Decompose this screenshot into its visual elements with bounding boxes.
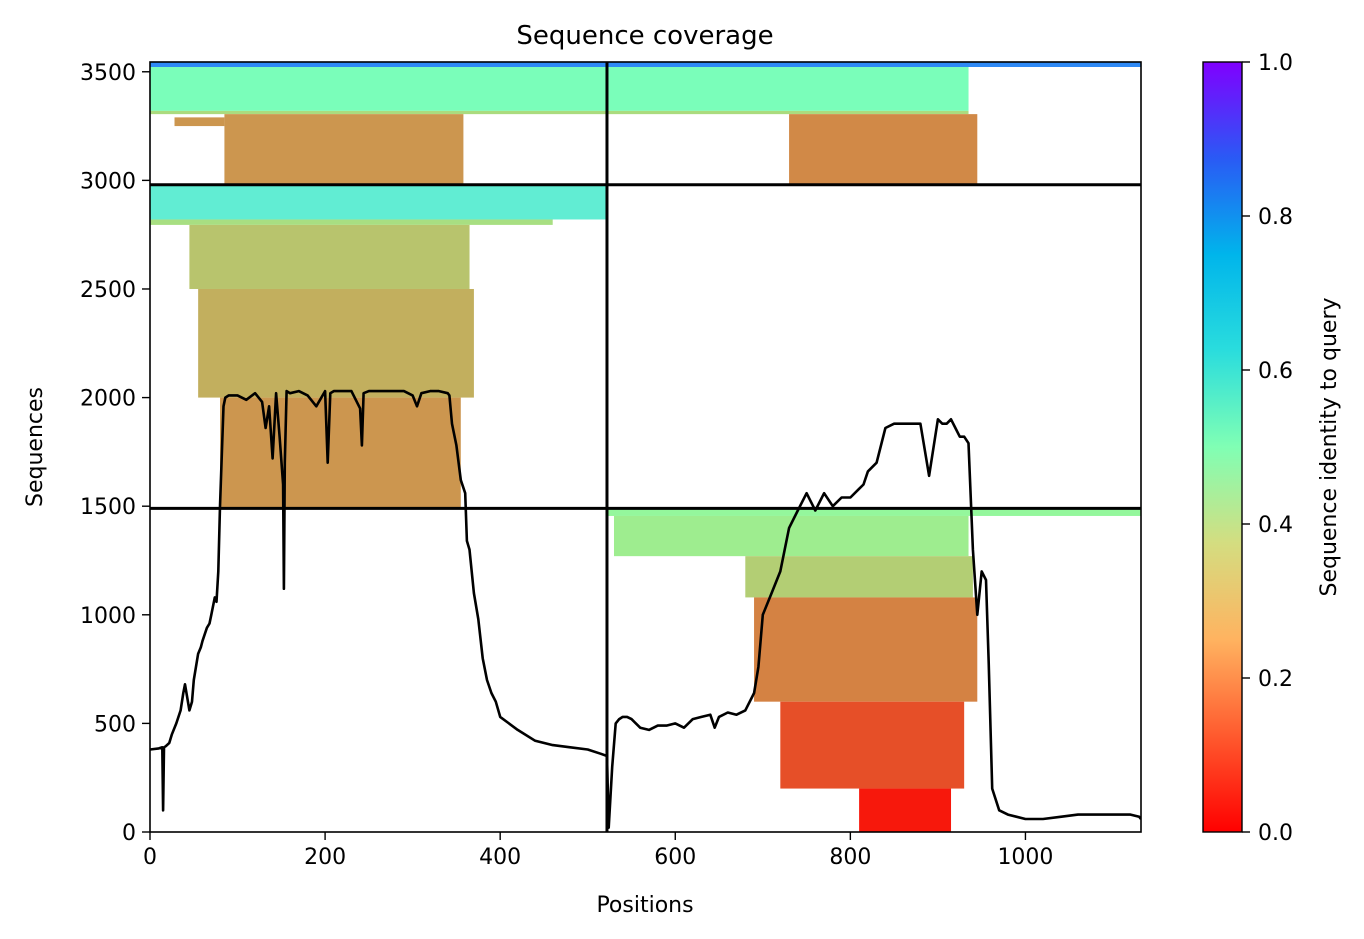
x-tick-label: 200 <box>304 845 346 870</box>
coverage-band <box>150 66 607 111</box>
y-tick-label: 3500 <box>80 61 136 86</box>
y-tick-label: 0 <box>122 821 136 846</box>
coverage-band <box>859 788 952 832</box>
colorbar-tick-label: 0.6 <box>1258 359 1293 384</box>
coverage-band <box>224 114 464 185</box>
coverage-blocks <box>150 62 1141 832</box>
y-tick-label: 2500 <box>80 278 136 303</box>
x-axis-ticks: 0 200 400 600 800 1000 <box>143 832 1053 870</box>
colorbar-tick-label: 1.0 <box>1258 51 1293 76</box>
coverage-line-layer <box>150 389 1141 830</box>
colorbar-ticks: 0.0 0.2 0.4 0.6 0.8 1.0 <box>1242 51 1293 846</box>
colorbar-tick-label: 0.0 <box>1258 821 1293 846</box>
plot-frame <box>149 61 1142 833</box>
x-tick-label: 400 <box>479 845 521 870</box>
coverage-band <box>150 110 607 115</box>
y-tick-label: 500 <box>94 712 136 737</box>
coverage-band <box>606 62 1141 67</box>
chart-title: Sequence coverage <box>516 21 773 51</box>
colorbar-tick-label: 0.4 <box>1258 513 1293 538</box>
coverage-line <box>150 389 1141 830</box>
coverage-band <box>606 110 969 115</box>
coverage-band <box>220 397 461 509</box>
x-tick-label: 0 <box>143 845 157 870</box>
coverage-band <box>189 224 470 289</box>
x-tick-label: 1000 <box>997 845 1053 870</box>
colorbar-label: Sequence identity to query <box>1317 297 1342 596</box>
y-tick-label: 2000 <box>80 387 136 412</box>
x-axis-label: Positions <box>596 893 693 918</box>
coverage-band <box>606 508 1141 516</box>
block-dividers <box>150 62 1141 832</box>
y-tick-label: 1500 <box>80 495 136 520</box>
x-tick-label: 800 <box>829 845 871 870</box>
colorbar-tick-label: 0.2 <box>1258 667 1293 692</box>
plot-area <box>150 62 1141 832</box>
coverage-band <box>780 701 965 789</box>
colorbar-tick-label: 0.8 <box>1258 205 1293 230</box>
coverage-band <box>150 62 607 67</box>
coverage-band <box>789 114 978 185</box>
colorbar <box>1202 61 1243 833</box>
coverage-band <box>606 66 969 111</box>
y-tick-label: 1000 <box>80 604 136 629</box>
coverage-band <box>754 597 978 702</box>
coverage-band <box>150 184 607 220</box>
y-tick-label: 3000 <box>80 169 136 194</box>
y-axis-label: Sequences <box>23 387 48 507</box>
coverage-band <box>150 219 553 225</box>
coverage-band <box>198 288 474 398</box>
y-axis-ticks: 0 500 1000 1500 2000 2500 3000 3500 <box>80 61 150 846</box>
coverage-band <box>174 117 225 127</box>
x-tick-label: 600 <box>654 845 696 870</box>
